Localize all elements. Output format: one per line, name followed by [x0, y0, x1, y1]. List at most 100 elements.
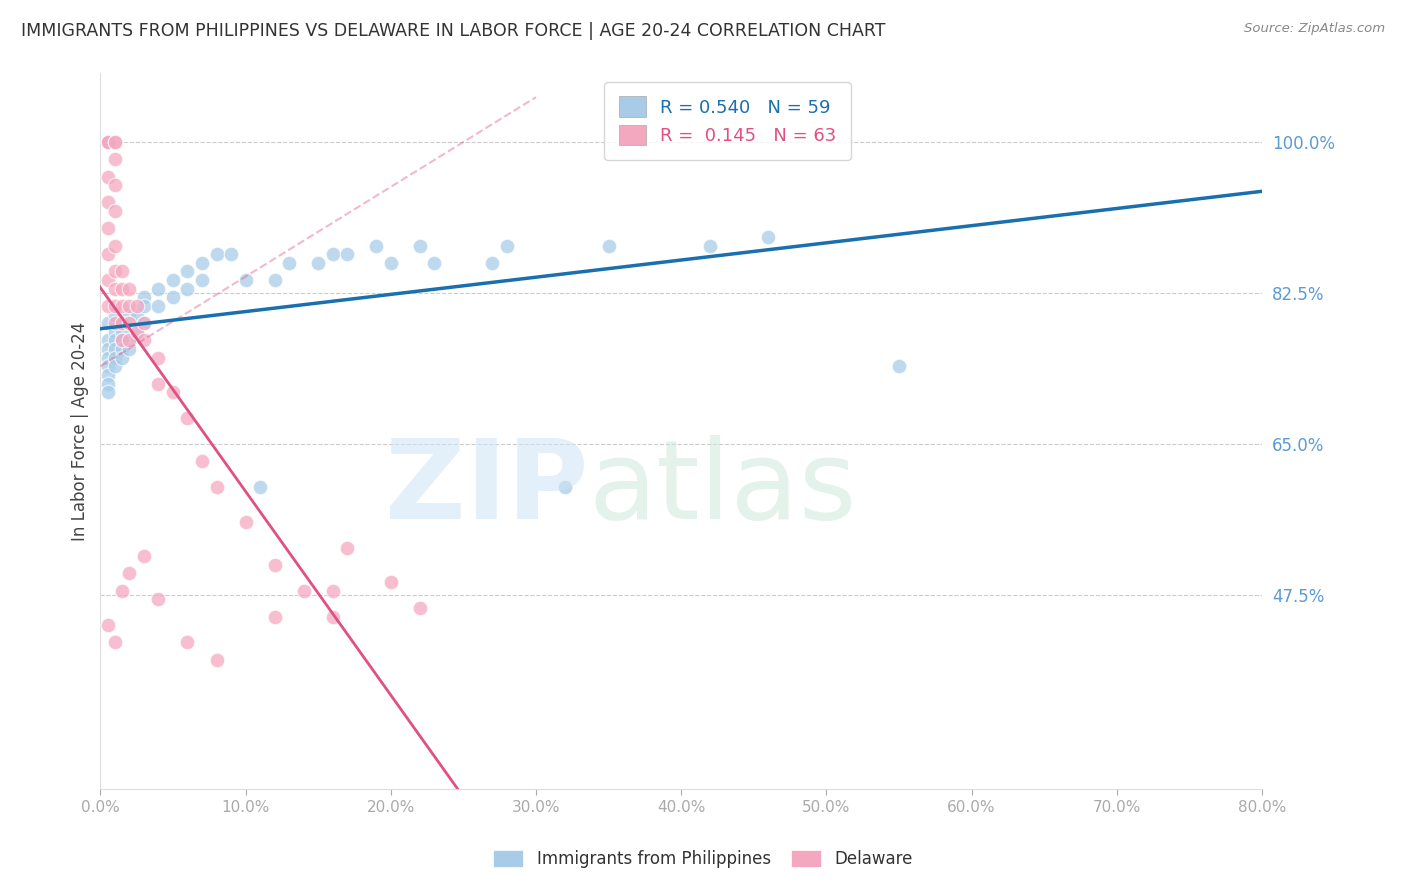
Point: [148, 282, 170, 296]
Point: [125, 325, 148, 339]
Point: [118, 316, 141, 330]
Point: [176, 264, 198, 278]
Point: [219, 247, 242, 261]
Point: [118, 316, 141, 330]
Point: [307, 256, 329, 270]
Point: [148, 299, 170, 313]
Point: [97, 299, 120, 313]
Point: [104, 325, 127, 339]
Point: [132, 299, 155, 313]
Point: [148, 351, 170, 365]
Point: [278, 256, 301, 270]
Point: [97, 334, 120, 348]
Point: [104, 359, 127, 374]
Point: [162, 290, 184, 304]
Point: [1279, 135, 1302, 149]
Point: [97, 247, 120, 261]
Point: [118, 566, 141, 581]
Point: [111, 351, 134, 365]
Point: [118, 282, 141, 296]
Point: [104, 153, 127, 167]
Text: ZIP: ZIP: [385, 435, 588, 541]
Point: [205, 653, 228, 667]
Point: [97, 385, 120, 400]
Point: [104, 178, 127, 193]
Point: [104, 299, 127, 313]
Point: [322, 247, 344, 261]
Point: [125, 299, 148, 313]
Point: [322, 609, 344, 624]
Point: [409, 238, 432, 252]
Point: [191, 273, 214, 287]
Point: [111, 282, 134, 296]
Point: [97, 376, 120, 391]
Point: [756, 230, 779, 244]
Point: [104, 135, 127, 149]
Point: [111, 264, 134, 278]
Point: [97, 368, 120, 382]
Point: [263, 273, 285, 287]
Point: [148, 592, 170, 607]
Point: [176, 282, 198, 296]
Point: [97, 135, 120, 149]
Point: [97, 618, 120, 632]
Point: [104, 135, 127, 149]
Point: [111, 334, 134, 348]
Point: [111, 334, 134, 348]
Point: [366, 238, 388, 252]
Point: [699, 238, 721, 252]
Point: [336, 541, 359, 555]
Point: [104, 342, 127, 356]
Point: [191, 454, 214, 468]
Legend: R = 0.540   N = 59, R =  0.145   N = 63: R = 0.540 N = 59, R = 0.145 N = 63: [605, 82, 851, 160]
Point: [481, 256, 503, 270]
Point: [97, 342, 120, 356]
Point: [97, 135, 120, 149]
Point: [380, 256, 402, 270]
Point: [887, 359, 910, 374]
Point: [423, 256, 446, 270]
Text: IMMIGRANTS FROM PHILIPPINES VS DELAWARE IN LABOR FORCE | AGE 20-24 CORRELATION C: IMMIGRANTS FROM PHILIPPINES VS DELAWARE …: [21, 22, 886, 40]
Point: [235, 515, 257, 529]
Point: [336, 247, 359, 261]
Point: [132, 316, 155, 330]
Point: [118, 334, 141, 348]
Point: [104, 635, 127, 649]
Point: [132, 290, 155, 304]
Point: [380, 575, 402, 590]
Point: [162, 385, 184, 400]
Point: [235, 273, 257, 287]
Text: Source: ZipAtlas.com: Source: ZipAtlas.com: [1244, 22, 1385, 36]
Point: [97, 351, 120, 365]
Point: [97, 135, 120, 149]
Point: [496, 238, 519, 252]
Point: [191, 256, 214, 270]
Point: [118, 334, 141, 348]
Point: [104, 334, 127, 348]
Point: [132, 316, 155, 330]
Point: [97, 195, 120, 210]
Point: [263, 558, 285, 572]
Point: [111, 325, 134, 339]
Point: [409, 601, 432, 615]
Point: [118, 342, 141, 356]
Point: [205, 247, 228, 261]
Point: [322, 583, 344, 598]
Point: [118, 299, 141, 313]
Point: [111, 342, 134, 356]
Point: [104, 238, 127, 252]
Point: [554, 480, 576, 494]
Point: [104, 264, 127, 278]
Point: [132, 334, 155, 348]
Point: [104, 204, 127, 219]
Point: [132, 549, 155, 564]
Point: [111, 299, 134, 313]
Point: [104, 282, 127, 296]
Point: [125, 308, 148, 322]
Point: [118, 308, 141, 322]
Point: [97, 221, 120, 235]
Point: [104, 316, 127, 330]
Y-axis label: In Labor Force | Age 20-24: In Labor Force | Age 20-24: [72, 321, 89, 541]
Point: [176, 411, 198, 425]
Point: [205, 480, 228, 494]
